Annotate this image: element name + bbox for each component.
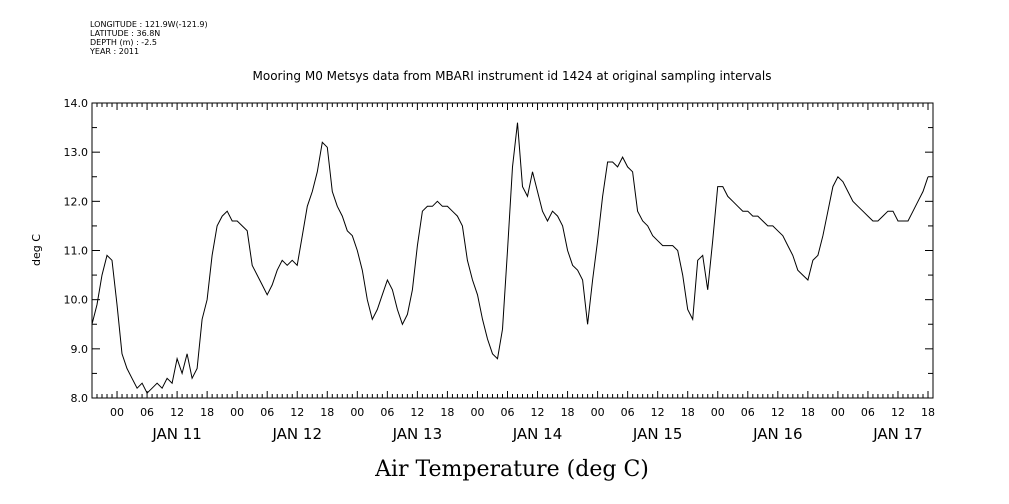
x-tick-label: 18 <box>921 406 935 419</box>
x-tick-label: 12 <box>170 406 184 419</box>
y-tick-label: 11.0 <box>64 245 89 258</box>
series-group <box>91 122 929 394</box>
x-tick-label: 18 <box>200 406 214 419</box>
x-day-label: JAN 17 <box>872 425 923 443</box>
x-day-label: JAN 15 <box>632 425 683 443</box>
x-tick-label: 06 <box>621 406 635 419</box>
y-tick-label: 14.0 <box>64 97 89 110</box>
x-day-label: JAN 16 <box>752 425 803 443</box>
x-tick-label: 06 <box>380 406 394 419</box>
y-tick-label: 13.0 <box>64 146 89 159</box>
x-tick-label: 18 <box>681 406 695 419</box>
x-tick-label: 00 <box>831 406 845 419</box>
x-tick-label: 06 <box>861 406 875 419</box>
x-tick-label: 12 <box>651 406 665 419</box>
x-tick-label: 12 <box>531 406 545 419</box>
y-tick-label: 12.0 <box>64 195 89 208</box>
depth-text: DEPTH (m) : -2.5 <box>90 38 157 47</box>
x-tick-label: 00 <box>711 406 725 419</box>
plot-frame <box>91 102 934 399</box>
y-axis-title: deg C <box>30 234 43 266</box>
x-day-label: JAN 11 <box>151 425 202 443</box>
x-tick-label: 18 <box>320 406 334 419</box>
x-axis-title: Air Temperature (deg C) <box>374 457 649 482</box>
y-tick-label: 9.0 <box>71 343 89 356</box>
x-tick-label: 12 <box>771 406 785 419</box>
y-tick-label: 10.0 <box>64 294 89 307</box>
x-tick-label: 12 <box>891 406 905 419</box>
series-line <box>91 122 929 394</box>
x-tick-label: 12 <box>290 406 304 419</box>
x-tick-label: 06 <box>500 406 514 419</box>
x-tick-label: 06 <box>741 406 755 419</box>
x-tick-label: 18 <box>440 406 454 419</box>
x-tick-label: 00 <box>591 406 605 419</box>
x-day-label: JAN 13 <box>392 425 443 443</box>
x-tick-label: 00 <box>350 406 364 419</box>
mooring-metadata: LONGITUDE : 121.9W(-121.9) LATITUDE : 36… <box>90 20 208 56</box>
x-tick-label: 00 <box>110 406 124 419</box>
x-tick-label: 18 <box>561 406 575 419</box>
x-day-label: JAN 12 <box>271 425 322 443</box>
x-tick-label: 00 <box>230 406 244 419</box>
latitude-text: LATITUDE : 36.8N <box>90 29 161 38</box>
y-axis: 8.0 9.0 10.0 11.0 12.0 13.0 14.0 <box>64 97 933 405</box>
x-axis: 00 06 12 18 00 06 12 18 00 06 12 18 00 06 12 18 00 06 12 18… <box>91 103 935 443</box>
chart-title: Mooring M0 Metsys data from MBARI instru… <box>253 69 772 83</box>
year-text: YEAR : 2011 <box>90 47 140 56</box>
x-tick-label: 12 <box>410 406 424 419</box>
x-tick-label: 00 <box>470 406 484 419</box>
x-tick-label: 18 <box>801 406 815 419</box>
longitude-text: LONGITUDE : 121.9W(-121.9) <box>90 20 208 29</box>
y-tick-label: 8.0 <box>71 392 89 405</box>
x-tick-label: 06 <box>260 406 274 419</box>
x-tick-label: 06 <box>140 406 154 419</box>
x-day-label: JAN 14 <box>512 425 563 443</box>
